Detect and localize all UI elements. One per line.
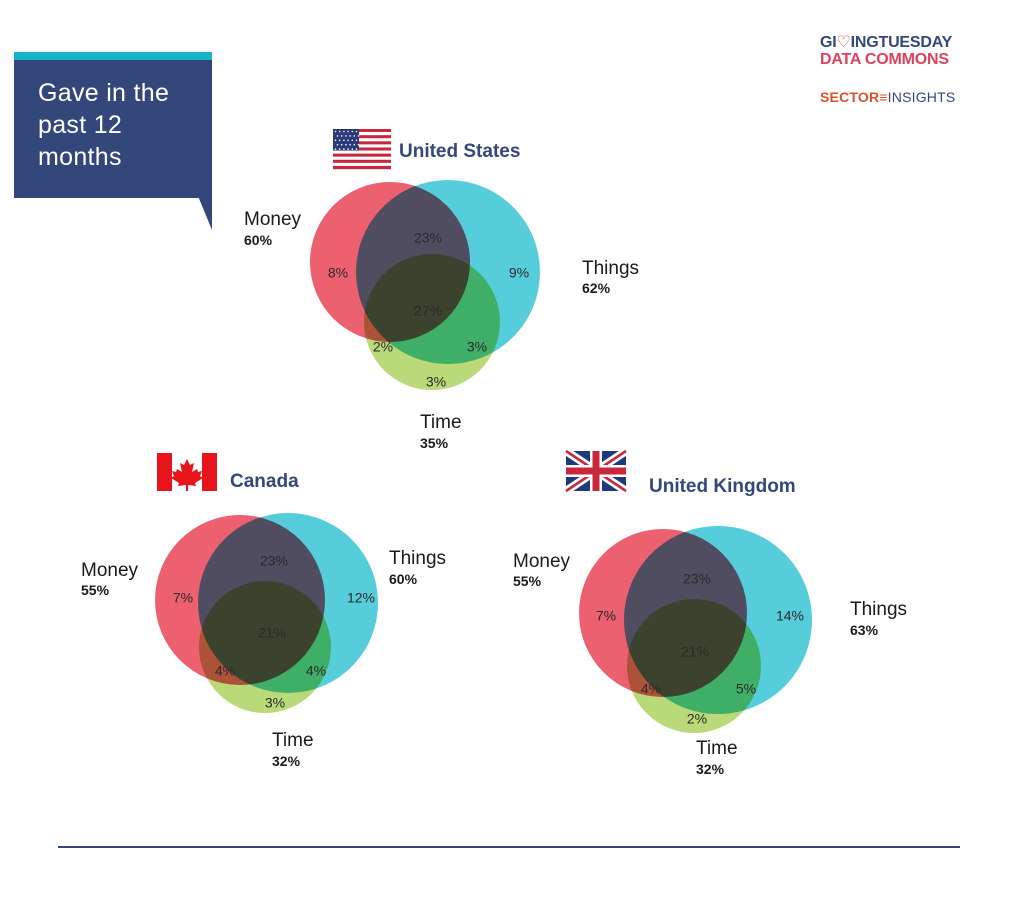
united-kingdom-things-only-label: 14% [776,608,804,624]
canada-things-set-total: 60% [389,571,418,587]
canada-time-circle [199,581,331,713]
bottom-rule [58,846,960,848]
canada-money-only-label: 7% [173,590,193,606]
united-states-all-three-label: 27% [414,303,442,319]
canada-money-set-name: Money [81,560,139,581]
united-states-money-things-label: 23% [414,230,442,246]
united-states-money-set-total: 60% [244,232,273,248]
united-kingdom-all-three-label: 21% [681,644,709,660]
callout: Gave in the past 12 months [14,52,212,230]
canada-time-set-name: Time [272,730,314,751]
united-kingdom-money-set-total: 55% [513,573,542,589]
canada-all-three-label: 21% [258,625,286,641]
united-kingdom-money-set-name: Money [513,551,571,572]
united-states-time-circle [364,254,500,390]
united-kingdom-money-time-label: 4% [641,681,661,697]
united-kingdom-title: United Kingdom [649,476,796,497]
canada-title: Canada [230,471,299,492]
callout-tail [198,196,212,230]
united-states-money-time-label: 2% [373,339,393,355]
us-flag-icon [333,129,391,170]
united-kingdom-time-set-name: Time [696,738,738,759]
united-states-money-set-name: Money [244,209,302,230]
united-states-time-set-name: Time [420,412,462,433]
uk-flag-icon [563,447,629,495]
united-states-money-only-label: 8% [328,265,348,281]
canada-money-set-total: 55% [81,582,110,598]
united-kingdom-things-time-label: 5% [736,681,756,697]
united-kingdom-time-circle [627,599,761,733]
united-states-time-set-total: 35% [420,435,449,451]
united-kingdom-things-set-total: 63% [850,622,879,638]
united-states-things-only-label: 9% [509,265,529,281]
united-states-things-set-name: Things [582,258,639,279]
callout-text: Gave in the past 12 months [38,79,170,171]
canada-things-time-label: 4% [306,663,326,679]
canada-things-set-name: Things [389,548,446,569]
canada-time-set-total: 32% [272,753,301,769]
canada-money-things-label: 23% [260,553,288,569]
canada-things-only-label: 12% [347,590,375,606]
sector3-insights-logo: SECTOR≡INSIGHTS [820,89,956,105]
united-states-title: United States [399,141,520,162]
canada-flag-icon [157,453,217,491]
givingtuesday-logo: GI♡INGTUESDAY DATA COMMONS [820,34,953,68]
united-kingdom-money-only-label: 7% [596,608,616,624]
united-kingdom-time-only-label: 2% [687,711,707,727]
united-states-things-time-label: 3% [467,339,487,355]
canada-money-time-label: 4% [215,663,235,679]
united-states-time-only-label: 3% [426,374,446,390]
united-kingdom-money-things-label: 23% [683,571,711,587]
united-states-things-set-total: 62% [582,280,611,296]
united-kingdom-time-set-total: 32% [696,761,725,777]
canada-time-only-label: 3% [265,695,285,711]
callout-box [14,60,212,198]
callout-accent-bar [14,52,212,60]
united-kingdom-things-set-name: Things [850,599,907,620]
